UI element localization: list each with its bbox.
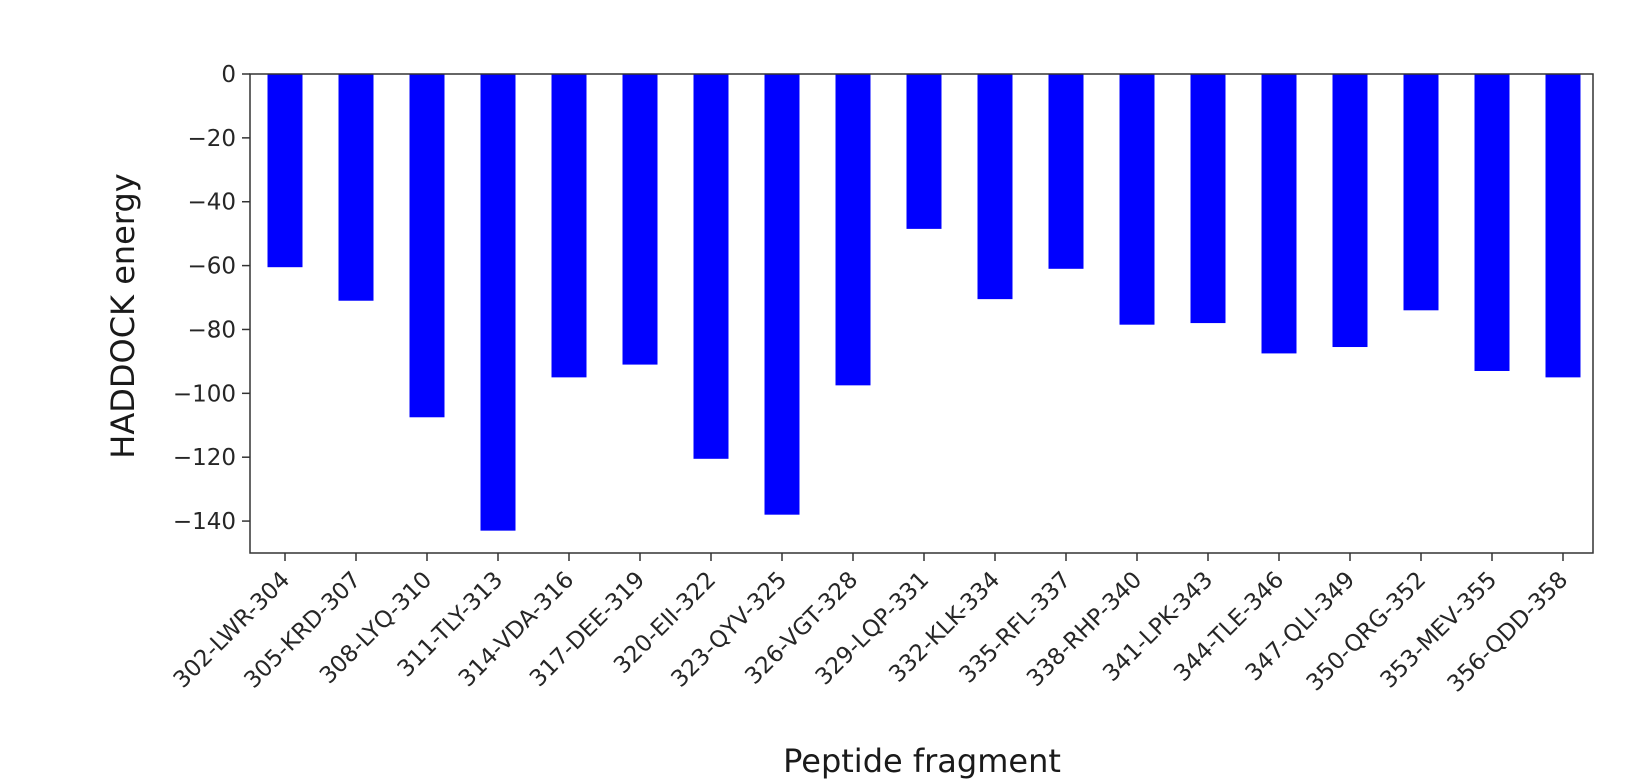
- x-axis: 302-LWR-304305-KRD-307308-LYQ-310311-TLY…: [169, 553, 1574, 698]
- bar-338-RHP-340: [1119, 74, 1155, 325]
- bar-314-VDA-316: [551, 74, 587, 378]
- y-tick-label: −60: [187, 254, 236, 280]
- y-tick-label: −140: [173, 509, 236, 535]
- y-tick-label: −20: [187, 126, 236, 152]
- bar-335-RFL-337: [1048, 74, 1084, 269]
- bar-320-EII-322: [693, 74, 729, 459]
- bar-344-TLE-346: [1261, 74, 1297, 354]
- bar-341-LPK-343: [1190, 74, 1226, 324]
- y-tick-label: 0: [221, 62, 236, 88]
- bar-353-MEV-355: [1474, 74, 1510, 371]
- plot-frame: [249, 73, 1594, 554]
- bar-326-VGT-328: [835, 74, 871, 386]
- bar-308-LYQ-310: [409, 74, 445, 418]
- bar-350-QRG-352: [1403, 74, 1439, 311]
- bar-305-KRD-307: [338, 74, 374, 301]
- y-tick-label: −80: [187, 317, 236, 343]
- y-tick-label: −100: [173, 381, 236, 407]
- bar-329-LQP-331: [906, 74, 942, 229]
- bar-323-QYV-325: [764, 74, 800, 515]
- y-axis: 0 −20 −40 −60 −80 −100 −120 −140: [173, 62, 250, 535]
- y-tick-label: −120: [173, 445, 236, 471]
- x-axis-label: Peptide fragment: [783, 742, 1061, 780]
- bar-302-LWR-304: [267, 74, 303, 268]
- bar-347-QLI-349: [1332, 74, 1368, 348]
- bar-317-DEE-319: [622, 74, 658, 365]
- bars-group: [267, 74, 1581, 531]
- bar-332-KLK-334: [977, 74, 1013, 300]
- bar-311-TLY-313: [480, 74, 516, 531]
- bar-356-QDD-358: [1545, 74, 1581, 378]
- y-axis-label: HADDOCK energy: [104, 173, 142, 458]
- x-tick-label: 356-QDD-358: [1443, 567, 1574, 698]
- y-tick-label: −40: [187, 190, 236, 216]
